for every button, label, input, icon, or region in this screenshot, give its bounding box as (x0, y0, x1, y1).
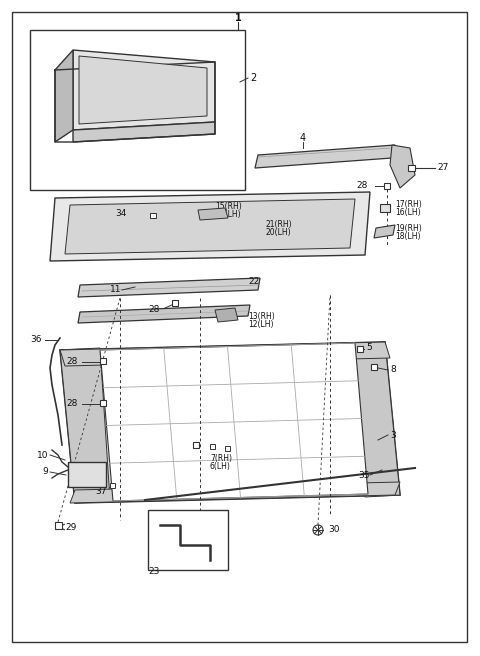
Polygon shape (390, 145, 415, 188)
Polygon shape (355, 342, 400, 497)
Polygon shape (100, 343, 368, 501)
Polygon shape (73, 122, 215, 142)
Polygon shape (70, 482, 400, 503)
Text: 27: 27 (437, 163, 448, 173)
Text: 36: 36 (30, 335, 41, 344)
Text: 16(LH): 16(LH) (395, 207, 420, 216)
Bar (100, 400, 106, 406)
Text: 10: 10 (36, 451, 48, 459)
Bar (210, 444, 215, 449)
Text: 29: 29 (65, 522, 76, 531)
Text: 3: 3 (390, 430, 396, 440)
Bar (357, 346, 363, 352)
Text: 28: 28 (67, 400, 78, 409)
Bar (193, 442, 199, 448)
Bar (371, 364, 377, 370)
Polygon shape (55, 50, 73, 142)
Polygon shape (255, 145, 395, 168)
Polygon shape (215, 308, 238, 322)
Polygon shape (198, 208, 228, 220)
Bar (100, 358, 106, 364)
Text: 35: 35 (358, 470, 370, 480)
Bar (172, 300, 178, 306)
Bar (384, 183, 390, 189)
Text: 17(RH): 17(RH) (395, 199, 422, 209)
Text: 12(LH): 12(LH) (248, 319, 274, 329)
Polygon shape (50, 192, 370, 261)
Bar (225, 446, 230, 451)
Polygon shape (374, 225, 395, 238)
Text: 9: 9 (42, 468, 48, 476)
Text: 21(RH): 21(RH) (265, 220, 292, 230)
Text: 28: 28 (67, 358, 78, 367)
Text: 37: 37 (96, 487, 107, 497)
Polygon shape (73, 50, 215, 130)
Bar (30, 30, 245, 190)
Text: 18(LH): 18(LH) (395, 232, 420, 241)
Text: 20(LH): 20(LH) (265, 228, 290, 237)
Polygon shape (60, 342, 400, 503)
Text: 30: 30 (328, 525, 339, 535)
Text: 14(LH): 14(LH) (215, 211, 240, 220)
Text: 13(RH): 13(RH) (248, 312, 275, 321)
Polygon shape (78, 305, 250, 323)
Polygon shape (79, 56, 207, 124)
Polygon shape (60, 348, 110, 503)
Text: 4: 4 (300, 133, 306, 143)
Text: 8: 8 (390, 365, 396, 375)
Polygon shape (78, 278, 260, 297)
Text: 28: 28 (149, 306, 160, 314)
Text: 5: 5 (366, 342, 372, 352)
Text: 11: 11 (110, 285, 121, 295)
Text: 1: 1 (235, 13, 241, 23)
Text: 2: 2 (250, 73, 256, 83)
Text: 22: 22 (248, 277, 259, 287)
Bar (110, 483, 115, 488)
Bar (150, 213, 156, 218)
Bar (55, 522, 62, 529)
Text: 34: 34 (115, 209, 126, 218)
Polygon shape (65, 199, 355, 254)
Text: 23: 23 (148, 567, 159, 577)
Polygon shape (60, 342, 390, 366)
Bar (68, 462, 106, 487)
Text: 6(LH): 6(LH) (210, 462, 231, 470)
Text: 15(RH): 15(RH) (215, 203, 242, 211)
Text: 19(RH): 19(RH) (395, 224, 422, 232)
Text: 7(RH): 7(RH) (210, 453, 232, 462)
Bar (148, 510, 228, 570)
Bar (408, 165, 415, 171)
Text: 28: 28 (357, 182, 368, 190)
Bar (380, 204, 390, 212)
